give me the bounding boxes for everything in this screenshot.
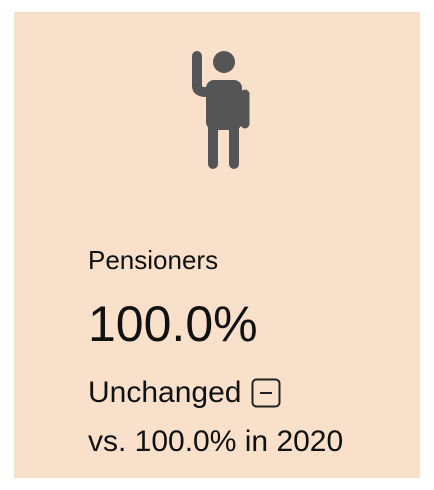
stat-value: 100.0% — [88, 296, 258, 352]
change-text: Unchanged — [88, 376, 242, 409]
unchanged-icon — [251, 378, 281, 408]
stat-label: Pensioners — [88, 245, 219, 275]
stat-change: Unchanged — [88, 378, 281, 408]
stat-comparison: vs. 100.0% in 2020 — [88, 425, 344, 458]
person-icon — [192, 51, 250, 169]
stat-card: Pensioners 100.0% Unchanged vs. 100.0% i… — [14, 12, 420, 478]
